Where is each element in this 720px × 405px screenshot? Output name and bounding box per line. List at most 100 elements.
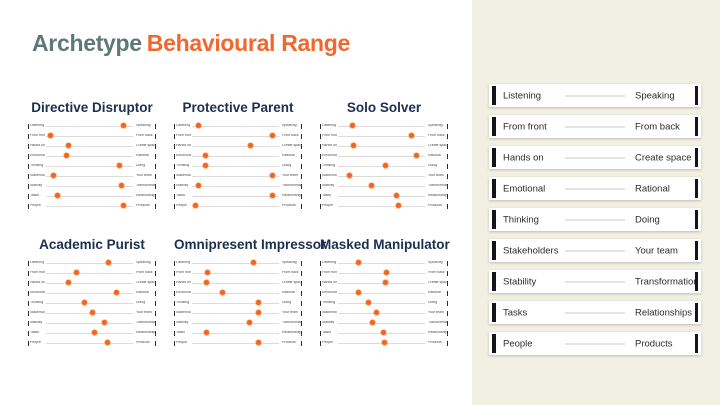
legend-card-people: People Products: [489, 332, 701, 355]
scale-left-label: Stakeholders: [176, 174, 191, 178]
scale-track: [192, 280, 279, 285]
legend-divider-line: [565, 312, 625, 313]
legend-left-label: From front: [503, 121, 547, 132]
behaviour-scale-row: Thinking Doing: [320, 298, 448, 308]
behaviour-scale-row: Hands on Create space: [28, 278, 156, 288]
behaviour-scale-row: Emotional Rational: [320, 151, 448, 161]
scale-right-label: From back: [282, 271, 299, 275]
legend-divider-line: [565, 281, 625, 282]
page-title-archetype: Archetype: [32, 30, 142, 56]
scale-track: [338, 310, 425, 315]
scale-right-label: From back: [428, 134, 445, 138]
behaviour-dot: [204, 330, 210, 335]
right-tick-bar: [301, 270, 302, 276]
behaviour-dot: [51, 173, 57, 178]
scale-left-label: Stability: [322, 321, 335, 325]
right-tick-bar: [155, 123, 156, 129]
scale-right-label: From back: [136, 271, 153, 275]
left-tick-bar: [174, 270, 175, 276]
scale-right-label: Create space: [428, 281, 447, 285]
right-tick-bar: [155, 330, 156, 336]
right-tick-bar: [155, 153, 156, 159]
right-tick-bar: [155, 183, 156, 189]
left-tick-bar: [320, 183, 321, 189]
left-tick-bar: [174, 163, 175, 169]
scale-right-label: Transformation: [282, 184, 301, 188]
legend-divider-line: [565, 126, 625, 127]
scale-right-label: Create space: [282, 281, 301, 285]
behaviour-dot: [101, 320, 107, 325]
left-tick-bar: [28, 340, 29, 346]
scale-right-label: Rational: [136, 154, 149, 158]
legend-right-label: Rational: [635, 183, 670, 194]
page-title-behavioural-range: Behavioural Range: [146, 30, 351, 56]
behaviour-dot: [383, 163, 389, 168]
mini-chart-masked-manipulator: Masked Manipulator Listening Speaking From …: [320, 237, 450, 348]
scale-track: [46, 203, 133, 208]
behaviour-dot: [255, 310, 261, 315]
scale-right-label: Relationships: [282, 194, 301, 198]
scale-track: [46, 123, 133, 128]
behaviour-dot: [66, 143, 72, 148]
behaviour-scale-row: From front From back: [28, 268, 156, 278]
behaviour-scale-row: Tasks Relationships: [174, 328, 302, 338]
right-tick-bar: [155, 280, 156, 286]
scale-right-label: Speaking: [136, 124, 151, 128]
behaviour-scale-row: Listening Speaking: [320, 258, 448, 268]
scale-track: [192, 290, 279, 295]
left-tick-bar: [174, 203, 175, 209]
behaviour-dot: [255, 340, 261, 345]
scale-left-label: Stability: [30, 321, 43, 325]
right-tick-bar: [155, 260, 156, 266]
right-tick-bar: [447, 143, 448, 149]
scale-left-label: Thinking: [30, 301, 44, 305]
left-tick-bar: [174, 310, 175, 316]
behaviour-dot: [368, 183, 374, 188]
behaviour-dot: [47, 133, 53, 138]
left-tick-bar: [174, 330, 175, 336]
legend-right-bar: [694, 241, 698, 260]
page-title: Archetype Behavioural Range: [32, 30, 350, 57]
legend-card-stability: Stability Transformation: [489, 270, 701, 293]
scale-track: [192, 153, 279, 158]
scale-right-label: Doing: [428, 301, 438, 305]
legend-right-bar: [694, 272, 698, 291]
behaviour-dot: [204, 280, 210, 285]
scale-left-label: Hands on: [322, 144, 337, 148]
scale-left-label: From front: [30, 134, 45, 138]
right-tick-bar: [301, 163, 302, 169]
scale-left-label: People: [30, 204, 41, 208]
scale-right-label: From back: [136, 134, 153, 138]
legend-right-bar: [694, 303, 698, 322]
scale-track: [46, 290, 133, 295]
scale-track: [46, 143, 133, 148]
scale-right-label: Speaking: [282, 261, 297, 265]
behaviour-scale-row: Stakeholders Your team: [28, 308, 156, 318]
left-tick-bar: [320, 300, 321, 306]
scale-right-label: Create space: [136, 144, 155, 148]
behaviour-dot: [255, 300, 261, 305]
behaviour-dot: [120, 203, 126, 208]
legend-divider-line: [565, 157, 625, 158]
legend-left-label: People: [503, 338, 533, 349]
legend-divider-line: [565, 250, 625, 251]
legend-left-label: Tasks: [503, 307, 528, 318]
scale-track: [338, 260, 425, 265]
behaviour-scale-row: Stakeholders Your team: [174, 308, 302, 318]
right-tick-bar: [301, 340, 302, 346]
scale-left-label: Tasks: [176, 331, 185, 335]
scale-left-label: People: [176, 204, 187, 208]
scale-right-label: Doing: [282, 164, 292, 168]
scale-left-label: Thinking: [322, 301, 336, 305]
behaviour-scale-row: Emotional Rational: [174, 151, 302, 161]
left-tick-bar: [28, 330, 29, 336]
right-tick-bar: [301, 173, 302, 179]
legend-right-bar: [694, 334, 698, 353]
behaviour-scale-row: Tasks Relationships: [174, 191, 302, 201]
legend-right-label: Products: [635, 338, 673, 349]
behaviour-scale-row: Stakeholders Your team: [174, 171, 302, 181]
behaviour-scale-row: People Products: [28, 201, 156, 211]
left-tick-bar: [174, 280, 175, 286]
behaviour-dot: [396, 203, 402, 208]
scale-track: [338, 340, 425, 345]
